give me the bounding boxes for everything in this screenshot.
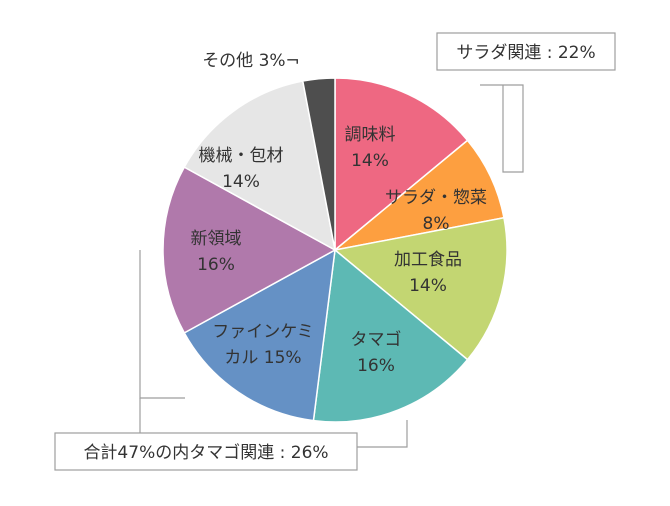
tamago-callout-box [54,432,358,471]
slice-label-7: 機械・包材 14% [199,146,284,192]
slice-label-2: サラダ・惣菜 8% [385,188,487,234]
slice-labels: 調味料 14% サラダ・惣菜 8% 加工食品 14% タマゴ 16% ファインケミカル 15% 新… [191,51,488,376]
pie-slice-4 [312,248,469,423]
pie-slice-1 [334,77,469,252]
pie-slice-6 [162,166,337,334]
callouts: サラダ関連 : 22% 合計47%の内タマゴ関連 : 26% [54,32,616,471]
pie-slice-8 [301,77,336,251]
tamago-callout-text: 合計47%の内タマゴ関連 : 26% [83,442,328,463]
tamago-callout: 合計47%の内タマゴ関連 : 26% [54,432,358,471]
pie-slice-3 [333,216,508,361]
tamago-callout-connector-right [357,420,408,448]
salad-callout-box [436,32,616,71]
slice-label-5: ファインケミカル 15% [212,322,314,368]
pie-slice-5 [183,248,336,422]
slice-label-8: その他 3%¬ [202,51,300,71]
pie-slice-7 [183,80,337,252]
salad-callout: サラダ関連 : 22% [436,32,616,71]
slice-label-3: 加工食品 14% [394,250,462,296]
slice-label-4: タマゴ 16% [351,329,402,376]
slice-label-1: 調味料 14% [345,125,396,171]
salad-callout-text: サラダ関連 : 22% [456,43,595,63]
slice-label-6: 新領域 16% [191,229,242,275]
callout-brackets [139,84,524,448]
salad-callout-bracket [480,84,524,173]
slices-layer [162,77,508,423]
